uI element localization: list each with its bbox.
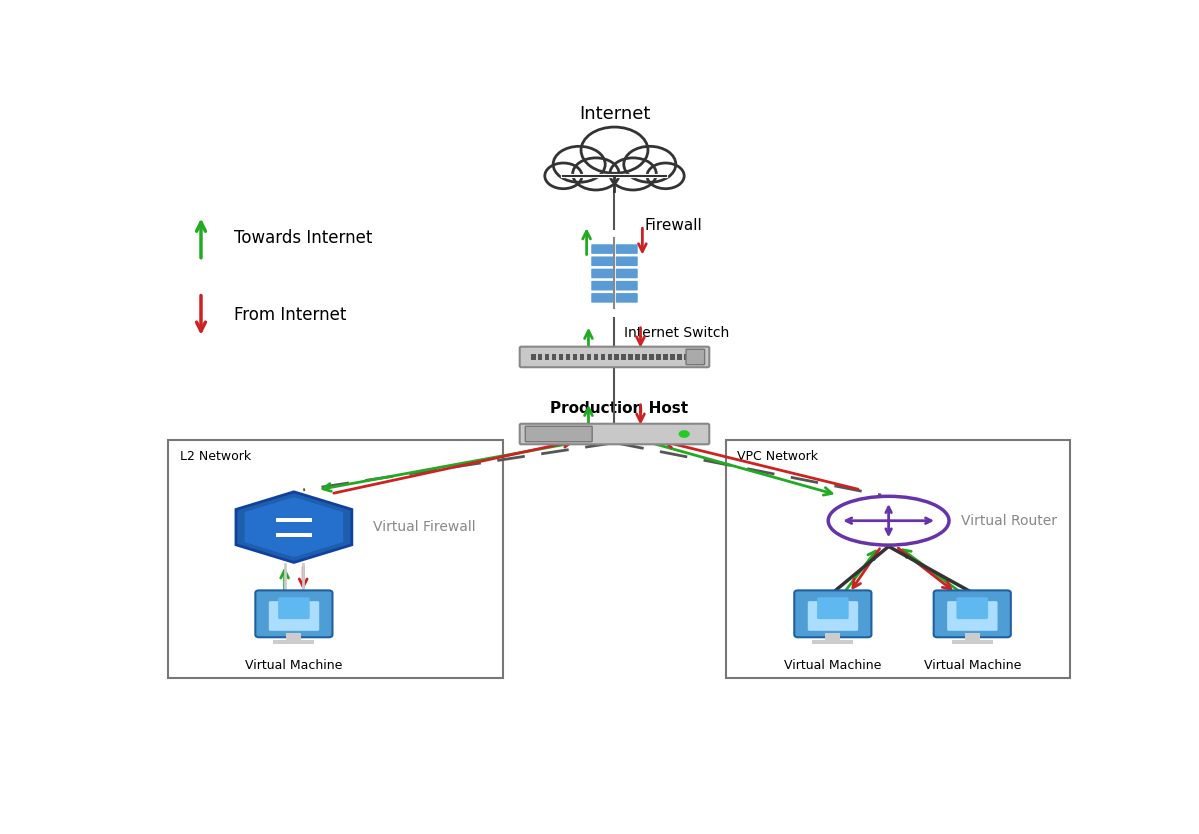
FancyBboxPatch shape xyxy=(616,293,638,303)
FancyBboxPatch shape xyxy=(947,601,998,631)
Bar xyxy=(276,533,312,537)
Circle shape xyxy=(623,146,676,183)
Circle shape xyxy=(582,127,647,173)
Bar xyxy=(628,354,633,360)
Ellipse shape xyxy=(829,496,950,545)
Circle shape xyxy=(610,158,656,190)
FancyBboxPatch shape xyxy=(686,349,705,364)
Bar xyxy=(287,633,301,642)
Text: Virtual Router: Virtual Router xyxy=(962,514,1058,528)
FancyBboxPatch shape xyxy=(616,269,638,279)
Text: Internet Switch: Internet Switch xyxy=(623,326,729,340)
Bar xyxy=(727,440,1070,678)
Bar xyxy=(273,640,314,645)
Text: Virtual Machine: Virtual Machine xyxy=(923,659,1020,671)
Bar xyxy=(552,354,556,360)
FancyBboxPatch shape xyxy=(591,269,613,279)
Text: Production Host: Production Host xyxy=(550,401,688,416)
Polygon shape xyxy=(245,497,343,557)
Bar xyxy=(685,354,689,360)
FancyBboxPatch shape xyxy=(957,597,988,619)
Text: Virtual Firewall: Virtual Firewall xyxy=(373,520,476,534)
Bar xyxy=(586,354,591,360)
Bar xyxy=(566,354,571,360)
Bar xyxy=(168,440,504,678)
Text: Virtual Machine: Virtual Machine xyxy=(246,659,343,671)
Text: Towards Internet: Towards Internet xyxy=(234,229,372,247)
FancyBboxPatch shape xyxy=(817,597,849,619)
Bar xyxy=(670,354,675,360)
Bar xyxy=(650,354,653,360)
Polygon shape xyxy=(236,492,351,562)
FancyBboxPatch shape xyxy=(616,281,638,290)
Bar xyxy=(952,640,993,645)
FancyBboxPatch shape xyxy=(616,244,638,254)
Bar xyxy=(276,518,312,522)
Bar xyxy=(663,354,668,360)
FancyBboxPatch shape xyxy=(591,244,613,254)
FancyBboxPatch shape xyxy=(278,597,309,619)
FancyBboxPatch shape xyxy=(519,347,710,367)
Text: VPC Network: VPC Network xyxy=(737,450,818,463)
Bar xyxy=(813,640,854,645)
Text: Virtual Machine: Virtual Machine xyxy=(784,659,881,671)
FancyBboxPatch shape xyxy=(269,601,319,631)
Text: Firewall: Firewall xyxy=(644,218,701,233)
Circle shape xyxy=(679,430,689,438)
Bar xyxy=(615,354,619,360)
Circle shape xyxy=(647,163,685,188)
Bar xyxy=(656,354,661,360)
Bar xyxy=(573,354,578,360)
FancyBboxPatch shape xyxy=(525,426,592,442)
Bar xyxy=(538,354,542,360)
Bar xyxy=(544,354,549,360)
Text: L2 Network: L2 Network xyxy=(180,450,251,463)
FancyBboxPatch shape xyxy=(519,424,710,445)
Bar xyxy=(825,633,840,642)
Circle shape xyxy=(573,158,619,190)
FancyBboxPatch shape xyxy=(794,590,872,637)
Bar xyxy=(643,354,647,360)
FancyBboxPatch shape xyxy=(591,293,613,303)
FancyBboxPatch shape xyxy=(808,601,858,631)
Text: Internet: Internet xyxy=(579,104,650,123)
FancyBboxPatch shape xyxy=(934,590,1011,637)
Circle shape xyxy=(553,146,605,183)
Text: From Internet: From Internet xyxy=(234,306,345,324)
Bar xyxy=(601,354,605,360)
FancyBboxPatch shape xyxy=(616,256,638,266)
Bar xyxy=(621,354,626,360)
Bar xyxy=(608,354,613,360)
FancyBboxPatch shape xyxy=(591,281,613,290)
FancyBboxPatch shape xyxy=(591,256,613,266)
Bar xyxy=(531,354,536,360)
Bar xyxy=(677,354,682,360)
Bar xyxy=(691,354,695,360)
FancyBboxPatch shape xyxy=(255,590,332,637)
Bar xyxy=(965,633,980,642)
Circle shape xyxy=(544,163,582,188)
Bar xyxy=(594,354,598,360)
Bar xyxy=(579,354,584,360)
Bar xyxy=(635,354,640,360)
Bar xyxy=(559,354,564,360)
